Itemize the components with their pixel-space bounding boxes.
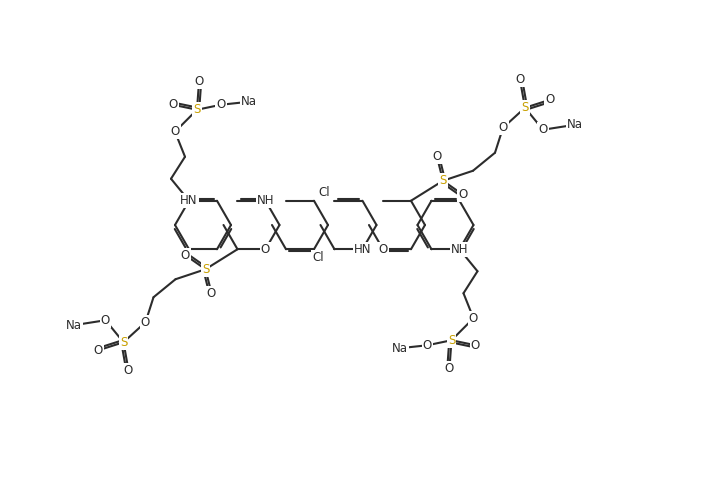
Text: S: S (193, 103, 201, 116)
Text: Na: Na (567, 118, 583, 131)
Text: O: O (432, 150, 442, 163)
Text: O: O (378, 243, 387, 256)
Text: O: O (261, 243, 270, 256)
Text: O: O (515, 73, 525, 86)
Text: S: S (439, 174, 447, 187)
Text: Cl: Cl (312, 250, 324, 264)
Text: Na: Na (65, 319, 82, 332)
Text: O: O (124, 364, 133, 377)
Text: O: O (141, 316, 150, 329)
Text: O: O (445, 362, 454, 375)
Text: Na: Na (392, 342, 407, 355)
Text: NH: NH (257, 194, 274, 207)
Text: O: O (459, 188, 468, 201)
Text: S: S (521, 101, 529, 114)
Text: HN: HN (181, 194, 198, 207)
Text: O: O (207, 287, 216, 300)
Text: O: O (423, 339, 432, 352)
Text: O: O (545, 93, 555, 106)
Text: Na: Na (241, 95, 257, 108)
Text: NH: NH (451, 243, 469, 256)
Text: O: O (101, 314, 110, 327)
Text: O: O (469, 312, 478, 325)
Text: HN: HN (354, 243, 371, 256)
Text: Cl: Cl (319, 186, 330, 199)
Text: O: O (169, 98, 178, 111)
Text: S: S (448, 334, 455, 347)
Text: O: O (181, 249, 190, 262)
Text: S: S (120, 336, 127, 349)
Text: O: O (498, 121, 508, 134)
Text: O: O (171, 125, 180, 138)
Text: O: O (194, 75, 203, 88)
Text: O: O (94, 344, 103, 357)
Text: O: O (216, 98, 225, 111)
Text: S: S (202, 263, 209, 276)
Text: O: O (538, 123, 547, 136)
Text: O: O (471, 339, 480, 352)
